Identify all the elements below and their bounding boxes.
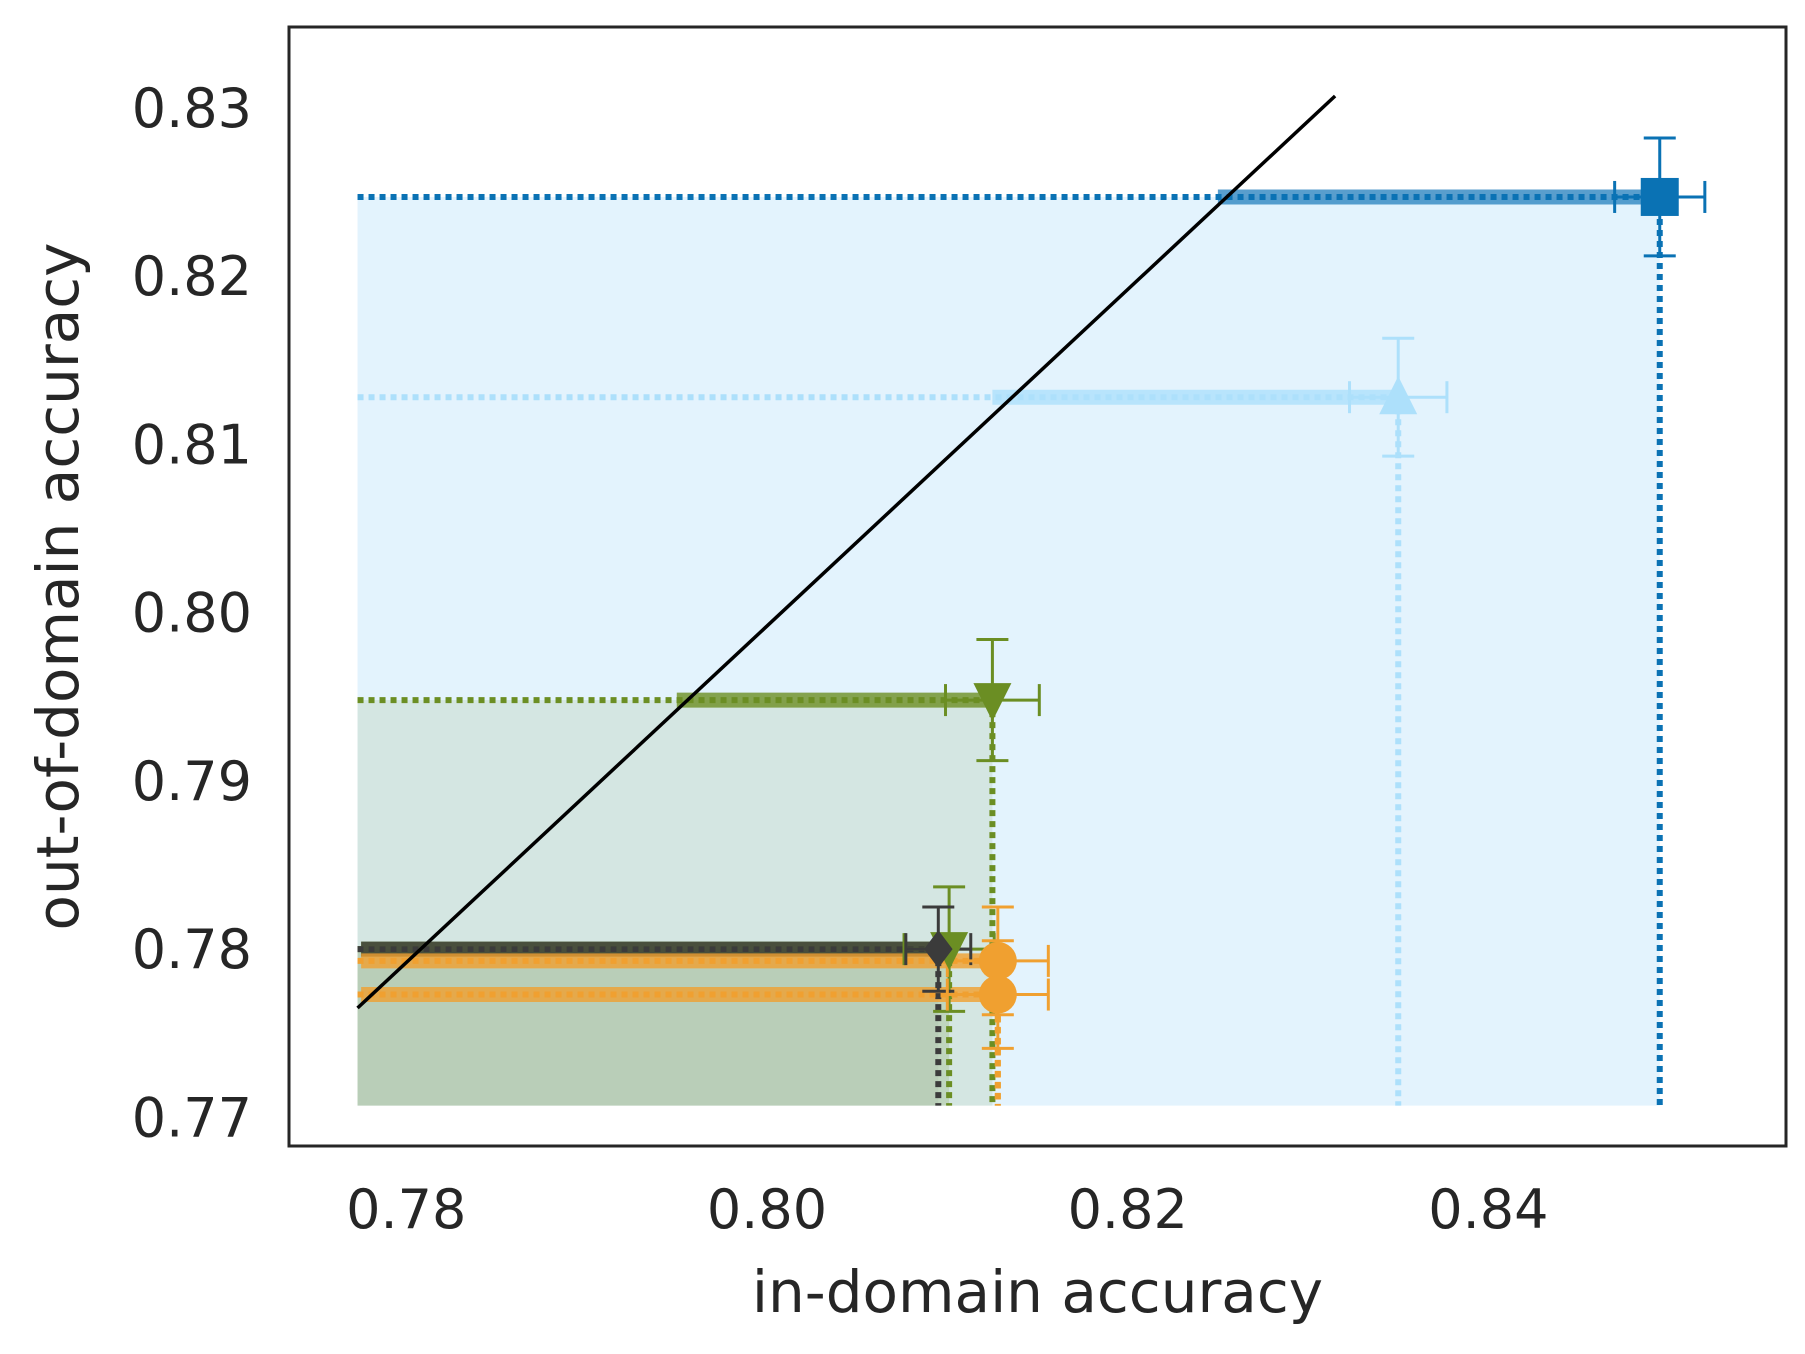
diagonal-line bbox=[356, 94, 1337, 1010]
x-tick-labels: 0.78 0.80 0.82 0.84 bbox=[346, 1178, 1548, 1241]
y-tick-label: 0.83 bbox=[132, 77, 252, 140]
x-tick-label: 0.80 bbox=[707, 1178, 827, 1241]
x-tick-label: 0.78 bbox=[346, 1178, 466, 1241]
reference-line bbox=[356, 94, 1337, 1010]
region-2 bbox=[357, 700, 993, 1106]
x-axis-label: in-domain accuracy bbox=[752, 1258, 1323, 1326]
data-markers bbox=[924, 177, 1679, 1014]
marker-diamond-4 bbox=[924, 930, 953, 969]
y-tick-label: 0.78 bbox=[132, 918, 252, 981]
x-tick-label: 0.84 bbox=[1428, 1178, 1548, 1241]
marker-circle-5 bbox=[978, 941, 1017, 980]
y-tick-label: 0.80 bbox=[132, 582, 252, 645]
plot-frame bbox=[287, 25, 1788, 1148]
marker-square-0 bbox=[1640, 177, 1679, 216]
region-4 bbox=[357, 949, 939, 1106]
y-tick-label: 0.79 bbox=[132, 750, 252, 813]
y-axis-label: out-of-domain accuracy bbox=[24, 243, 92, 931]
marker-circle-6 bbox=[978, 975, 1017, 1014]
region-3 bbox=[357, 949, 950, 1106]
x-tick-label: 0.82 bbox=[1068, 1178, 1188, 1241]
y-tick-label: 0.77 bbox=[132, 1086, 252, 1149]
y-tick-label: 0.82 bbox=[132, 245, 252, 308]
y-tick-label: 0.81 bbox=[132, 413, 252, 476]
marker-triangle-up-1 bbox=[1379, 376, 1418, 415]
y-tick-labels: 0.77 0.78 0.79 0.80 0.81 0.82 0.83 bbox=[132, 77, 252, 1150]
marker-triangle-down-2 bbox=[973, 683, 1012, 722]
dotted-guides bbox=[357, 193, 1663, 1106]
